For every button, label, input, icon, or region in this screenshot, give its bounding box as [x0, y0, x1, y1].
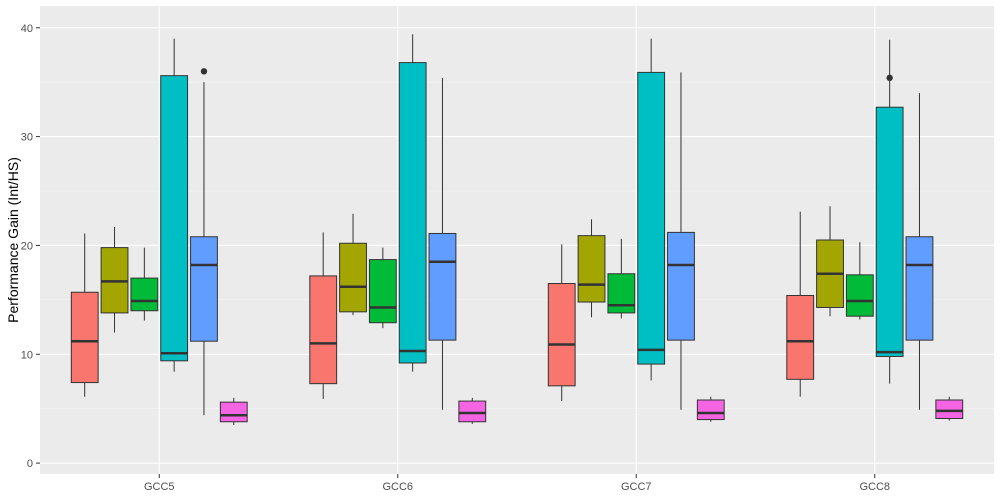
- iqr-box: [637, 71, 666, 365]
- iqr-box: [398, 62, 427, 364]
- iqr-box: [547, 283, 576, 387]
- box-series-3-GCC7: [607, 238, 636, 319]
- box-series-4-GCC6: [398, 34, 427, 372]
- iqr-box: [219, 401, 248, 423]
- box-series-1-GCC7: [547, 244, 576, 402]
- y-tick-label: 40: [21, 23, 33, 35]
- box-series-6-GCC8: [935, 396, 964, 421]
- box-series-1-GCC5: [70, 233, 99, 397]
- iqr-box: [368, 259, 397, 324]
- iqr-box: [160, 75, 189, 362]
- box-series-3-GCC5: [130, 247, 159, 321]
- iqr-box: [309, 275, 338, 385]
- y-tick-label: 10: [21, 349, 33, 361]
- box-series-2-GCC8: [816, 206, 844, 317]
- iqr-box: [667, 231, 695, 341]
- box-series-1-GCC6: [309, 232, 338, 399]
- iqr-box: [458, 400, 487, 423]
- iqr-box: [786, 295, 815, 380]
- box-series-5-GCC7: [667, 72, 695, 410]
- box-series-2-GCC5: [100, 226, 129, 333]
- box-series-5-GCC6: [428, 77, 457, 410]
- box-series-6-GCC6: [458, 397, 487, 424]
- box-series-5-GCC8: [905, 93, 934, 410]
- boxes: [70, 34, 964, 426]
- iqr-box: [130, 277, 159, 312]
- x-tick-label: GCC7: [621, 481, 652, 493]
- iqr-box: [905, 236, 934, 341]
- box-series-2-GCC7: [577, 219, 606, 318]
- box-series-2-GCC6: [339, 213, 367, 316]
- iqr-box: [935, 399, 964, 419]
- iqr-box: [607, 273, 636, 314]
- x-tick-label: GCC8: [859, 481, 890, 493]
- box-series-3-GCC6: [368, 247, 397, 329]
- outlier-point: [200, 68, 208, 75]
- outlier-point: [886, 74, 893, 82]
- iqr-box: [577, 235, 606, 303]
- box-series-5-GCC5: [190, 68, 218, 416]
- iqr-box: [875, 106, 904, 357]
- iqr-box: [696, 399, 725, 421]
- axes: 0 10 20 30 40 GCC5 GCC6 GCC7 GCC8: [21, 23, 890, 493]
- y-tick-label: 20: [21, 240, 33, 252]
- iqr-box: [70, 291, 99, 384]
- iqr-box: [428, 232, 457, 341]
- box-series-1-GCC8: [786, 211, 815, 397]
- y-tick-label: 30: [21, 132, 33, 144]
- box-series-4-GCC8: [875, 39, 904, 384]
- x-tick-label: GCC6: [382, 481, 413, 493]
- box-series-3-GCC8: [845, 242, 874, 320]
- box-series-4-GCC5: [160, 38, 189, 372]
- box-series-6-GCC7: [696, 396, 725, 422]
- x-tick-label: GCC5: [144, 481, 175, 493]
- iqr-box: [339, 242, 367, 313]
- iqr-box: [190, 236, 218, 342]
- y-tick-label: 0: [27, 458, 33, 470]
- y-axis-title: Performance Gain (Int/HS): [5, 157, 21, 323]
- iqr-box: [845, 274, 874, 317]
- box-series-6-GCC5: [219, 397, 248, 426]
- box-series-4-GCC7: [637, 38, 666, 381]
